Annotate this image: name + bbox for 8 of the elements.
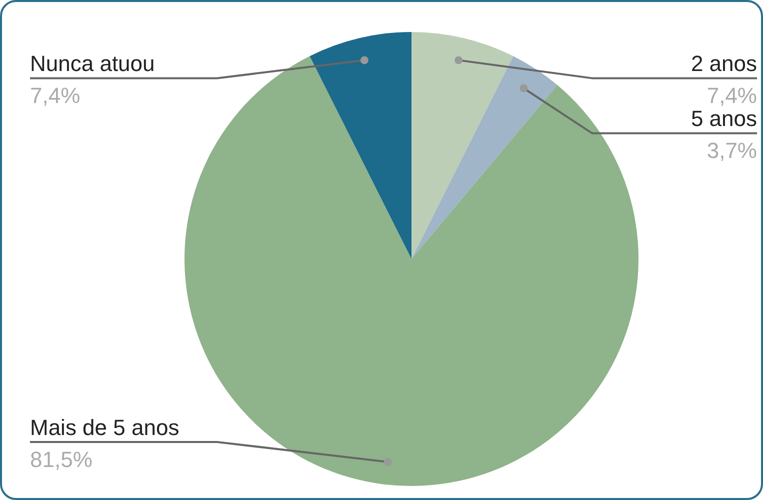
data-label: 7,4%	[30, 83, 80, 108]
slice-label: Mais de 5 anos	[30, 415, 180, 440]
slice-label: 2 anos	[690, 51, 757, 76]
data-label: 81,5%	[30, 447, 92, 472]
slice-label: Nunca atuou	[30, 51, 155, 76]
data-label: 3,7%	[706, 138, 757, 164]
slice-label: 5 anos	[690, 106, 757, 132]
data-label: 7,4%	[706, 83, 757, 108]
